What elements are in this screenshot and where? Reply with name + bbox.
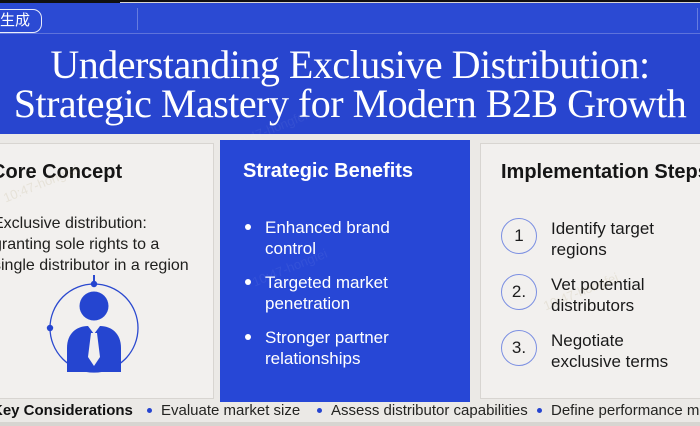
list-item: 3. Negotiate exclusive terms — [501, 330, 686, 372]
implementation-steps-card: Implementation Steps 1 Identify target r… — [480, 143, 700, 399]
list-item: Stronger partner relationships — [243, 327, 425, 369]
generate-button[interactable]: 生成 — [0, 9, 43, 33]
core-concept-card: Core Concept Exclusive distribution: gra… — [0, 143, 214, 399]
slide-title-line1: Understanding Exclusive Distribution: — [50, 42, 650, 87]
step-label: Vet potential distributors — [551, 275, 645, 315]
core-concept-body: Exclusive distribution: granting sole ri… — [0, 215, 189, 274]
consideration-label: Assess distributor capabilities — [331, 402, 528, 419]
core-concept-heading: Core Concept — [0, 161, 123, 183]
list-item: 2. Vet potential distributors — [501, 274, 686, 316]
list-item: Targeted market penetration — [243, 272, 425, 314]
implementation-steps-list: 1 Identify target regions 2. Vet potenti… — [501, 218, 686, 386]
benefit-label: Targeted market penetration — [265, 273, 388, 313]
toolbar-divider — [697, 8, 698, 30]
list-item: 1 Identify target regions — [501, 218, 686, 260]
step-number-badge: 3. — [501, 330, 537, 366]
consideration-item: Define performance metrics — [537, 402, 700, 419]
bullet-dot-icon — [317, 408, 322, 413]
toolbar: 生成 — [0, 3, 700, 33]
bullet-dot-icon — [245, 224, 251, 230]
list-item: Enhanced brand control — [243, 217, 425, 259]
strategic-benefits-card: Strategic Benefits Enhanced brand contro… — [220, 140, 470, 402]
bottom-edge-strip — [0, 422, 700, 426]
consideration-item: Assess distributor capabilities — [317, 402, 528, 419]
strategic-benefits-list: Enhanced brand control Targeted market p… — [243, 217, 425, 382]
benefit-label: Stronger partner relationships — [265, 328, 389, 368]
step-number-badge: 1 — [501, 218, 537, 254]
slide-title-line2: Strategic Mastery for Modern B2B Growth — [13, 81, 687, 126]
person-in-circle-icon — [43, 275, 145, 375]
top-edge-strip — [0, 0, 700, 3]
benefit-label: Enhanced brand control — [265, 218, 390, 258]
strategic-benefits-heading: Strategic Benefits — [243, 160, 414, 182]
key-considerations-heading: Key Considerations — [0, 402, 133, 419]
toolbar-divider — [137, 8, 138, 30]
consideration-label: Evaluate market size — [161, 402, 301, 419]
consideration-item: Evaluate market size — [147, 402, 300, 419]
bullet-dot-icon — [537, 408, 542, 413]
bullet-dot-icon — [147, 408, 152, 413]
step-label: Identify target regions — [551, 219, 655, 259]
title-banner: Understanding Exclusive Distribution: St… — [0, 33, 700, 151]
bullet-dot-icon — [245, 279, 251, 285]
step-label: Negotiate exclusive terms — [551, 331, 669, 371]
step-number-badge: 2. — [501, 274, 537, 310]
bullet-dot-icon — [245, 334, 251, 340]
consideration-label: Define performance metrics — [551, 402, 700, 419]
implementation-steps-heading: Implementation Steps — [501, 161, 700, 183]
